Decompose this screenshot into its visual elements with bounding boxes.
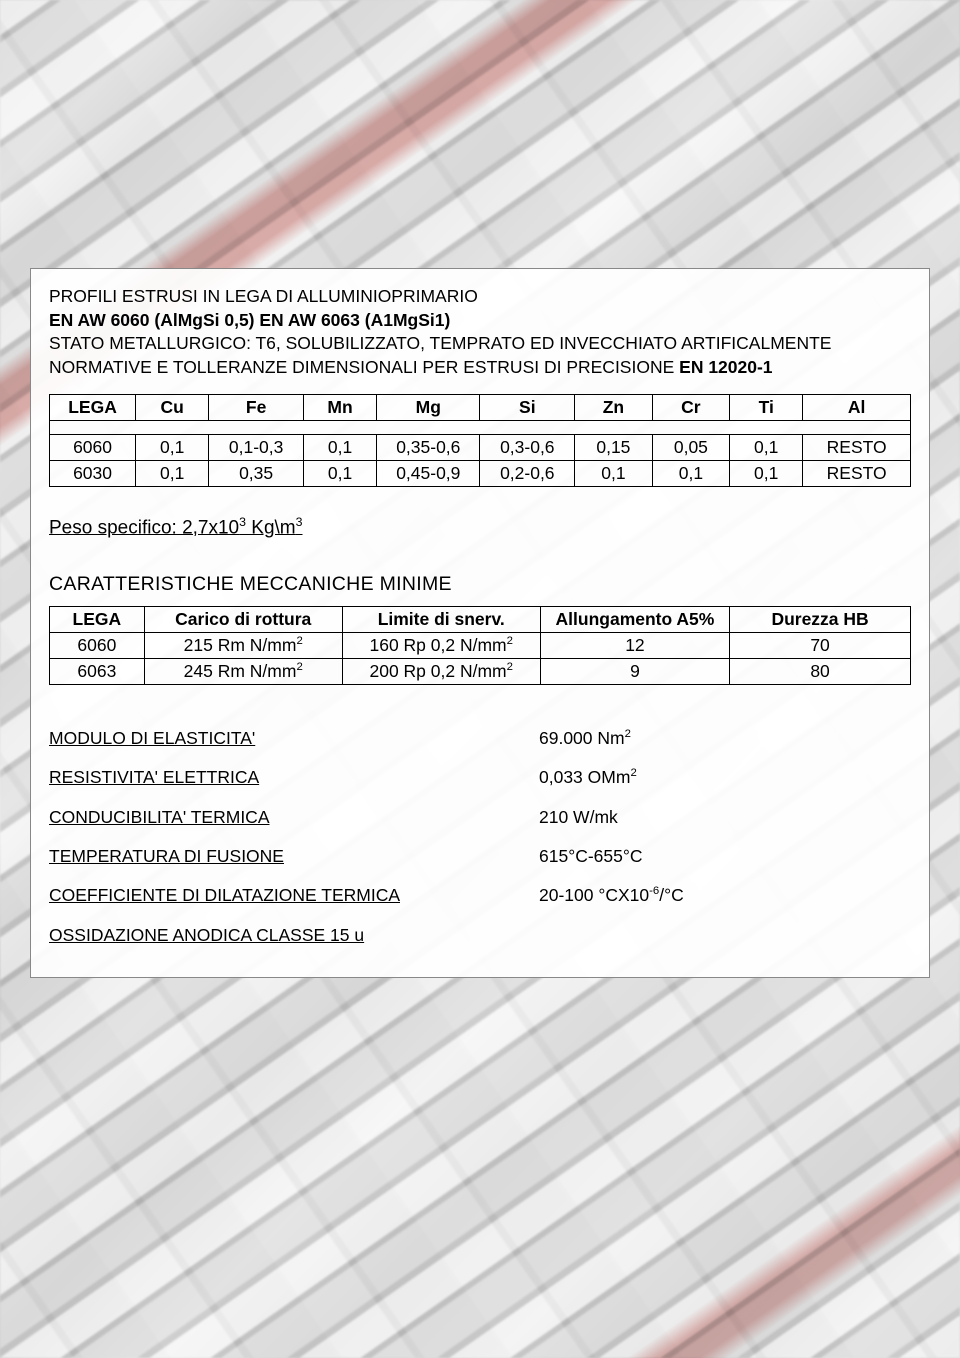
mech-col-header: Carico di rottura <box>144 606 342 632</box>
property-row: MODULO DI ELASTICITA'69.000 Nm2 <box>49 719 911 758</box>
intro-line-3: STATO METALLURGICO: T6, SOLUBILIZZATO, T… <box>49 332 911 356</box>
peso-sup: 3 <box>239 515 246 529</box>
mech-cell: 80 <box>730 658 911 684</box>
mech-row: 6060215 Rm N/mm2160 Rp 0,2 N/mm21270 <box>50 632 911 658</box>
alloy-cell: 0,1 <box>575 460 652 486</box>
mech-cell: 215 Rm N/mm2 <box>144 632 342 658</box>
mech-col-header: Allungamento A5% <box>540 606 729 632</box>
property-label: COEFFICIENTE DI DILATAZIONE TERMICA <box>49 876 539 915</box>
property-row: TEMPERATURA DI FUSIONE615°C-655°C <box>49 837 911 876</box>
alloy-col-header: Cu <box>136 394 209 420</box>
property-row: CONDUCIBILITA' TERMICA210 W/mk <box>49 798 911 837</box>
alloy-cell: RESTO <box>803 434 911 460</box>
alloy-cell: 0,1 <box>730 434 803 460</box>
alloy-col-header: Fe <box>209 394 304 420</box>
peso-unit: Kg\m <box>246 517 296 538</box>
alloy-cell: 0,45-0,9 <box>377 460 480 486</box>
alloy-col-header: Mn <box>303 394 376 420</box>
physical-properties-list: MODULO DI ELASTICITA'69.000 Nm2RESISTIVI… <box>49 719 911 955</box>
alloy-row: 60600,10,1-0,30,10,35-0,60,3-0,60,150,05… <box>50 434 911 460</box>
property-value: 20-100 °CX10-6/°C <box>539 876 684 915</box>
mech-col-header: Limite di snerv. <box>342 606 540 632</box>
intro-line-2: EN AW 6060 (AlMgSi 0,5) EN AW 6063 (A1Mg… <box>49 309 911 333</box>
alloy-cell: 0,35-0,6 <box>377 434 480 460</box>
alloy-col-header: Ti <box>730 394 803 420</box>
property-row: OSSIDAZIONE ANODICA CLASSE 15 u <box>49 916 911 955</box>
alloy-cell: 0,05 <box>652 434 729 460</box>
mech-cell: 6060 <box>50 632 145 658</box>
mech-cell: 12 <box>540 632 729 658</box>
property-value: 210 W/mk <box>539 798 618 837</box>
alloy-cell: 0,1 <box>730 460 803 486</box>
mech-cell: 200 Rp 0,2 N/mm2 <box>342 658 540 684</box>
alloy-cell: 0,3-0,6 <box>480 434 575 460</box>
property-row: COEFFICIENTE DI DILATAZIONE TERMICA20-10… <box>49 876 911 915</box>
alloy-col-header: Zn <box>575 394 652 420</box>
alloy-col-header: Si <box>480 394 575 420</box>
alloy-cell: 0,1 <box>303 434 376 460</box>
peso-unit-sup: 3 <box>296 515 303 529</box>
alloy-col-header: Cr <box>652 394 729 420</box>
alloy-cell: 6060 <box>50 434 136 460</box>
mech-cell: 6063 <box>50 658 145 684</box>
table-spacer-row <box>50 420 911 434</box>
alloy-col-header: LEGA <box>50 394 136 420</box>
mech-cell: 160 Rp 0,2 N/mm2 <box>342 632 540 658</box>
property-value: 615°C-655°C <box>539 837 643 876</box>
intro-block: PROFILI ESTRUSI IN LEGA DI ALLUMINIOPRIM… <box>49 285 911 380</box>
alloy-cell: RESTO <box>803 460 911 486</box>
alloy-cell: 0,1 <box>136 460 209 486</box>
property-row: RESISTIVITA' ELETTRICA0,033 OMm2 <box>49 758 911 797</box>
alloy-cell: 0,35 <box>209 460 304 486</box>
property-value: 69.000 Nm2 <box>539 719 631 758</box>
property-label: TEMPERATURA DI FUSIONE <box>49 837 539 876</box>
mechanical-properties-table: LEGACarico di rotturaLimite di snerv.All… <box>49 606 911 685</box>
mech-cell: 70 <box>730 632 911 658</box>
alloy-cell: 0,1 <box>652 460 729 486</box>
alloy-cell: 0,2-0,6 <box>480 460 575 486</box>
alloy-row: 60300,10,350,10,45-0,90,2-0,60,10,10,1RE… <box>50 460 911 486</box>
property-label: RESISTIVITA' ELETTRICA <box>49 758 539 797</box>
property-value: 0,033 OMm2 <box>539 758 637 797</box>
alloy-cell: 0,1-0,3 <box>209 434 304 460</box>
spec-card: PROFILI ESTRUSI IN LEGA DI ALLUMINIOPRIM… <box>30 268 930 978</box>
mech-col-header: LEGA <box>50 606 145 632</box>
mech-heading: CARATTERISTICHE MECCANICHE MINIME <box>49 573 911 596</box>
property-label: CONDUCIBILITA' TERMICA <box>49 798 539 837</box>
alloy-col-header: Mg <box>377 394 480 420</box>
alloy-cell: 0,1 <box>303 460 376 486</box>
alloy-col-header: Al <box>803 394 911 420</box>
peso-label: Peso specifico: 2,7x10 <box>49 517 239 538</box>
mech-cell: 9 <box>540 658 729 684</box>
mech-col-header: Durezza HB <box>730 606 911 632</box>
mech-cell: 245 Rm N/mm2 <box>144 658 342 684</box>
alloy-cell: 0,15 <box>575 434 652 460</box>
intro-line-4b: EN 12020-1 <box>679 357 772 377</box>
intro-line-4: NORMATIVE E TOLLERANZE DIMENSIONALI PER … <box>49 356 911 380</box>
alloy-cell: 0,1 <box>136 434 209 460</box>
alloy-cell: 6030 <box>50 460 136 486</box>
property-label: OSSIDAZIONE ANODICA CLASSE 15 u <box>49 916 539 955</box>
intro-line-4a: NORMATIVE E TOLLERANZE DIMENSIONALI PER … <box>49 357 679 377</box>
peso-specifico: Peso specifico: 2,7x103 Kg\m3 <box>49 515 911 539</box>
property-label: MODULO DI ELASTICITA' <box>49 719 539 758</box>
intro-line-1: PROFILI ESTRUSI IN LEGA DI ALLUMINIOPRIM… <box>49 285 911 309</box>
mech-row: 6063245 Rm N/mm2200 Rp 0,2 N/mm2980 <box>50 658 911 684</box>
alloy-composition-table: LEGACuFeMnMgSiZnCrTiAl 60600,10,1-0,30,1… <box>49 394 911 487</box>
